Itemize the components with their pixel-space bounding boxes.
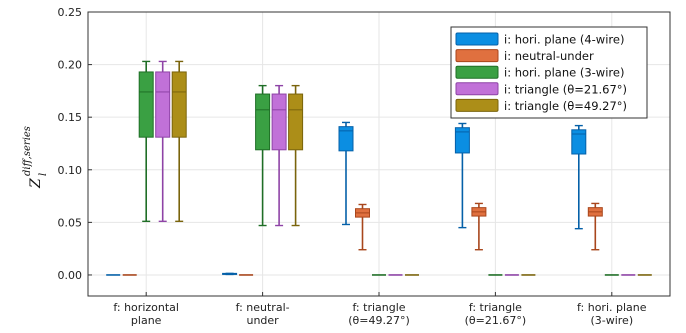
box-plot (571, 124, 587, 230)
box-iqr (171, 71, 187, 138)
y-tick-label: 0.20 (58, 59, 83, 72)
box-plot (271, 84, 287, 227)
box-plot (288, 84, 304, 227)
x-tick-label: (θ=21.67°) (465, 314, 527, 327)
x-tick-label: f: triangle (469, 301, 522, 314)
box-iqr (138, 71, 154, 138)
y-tick-label: 0.05 (58, 216, 83, 229)
box-plot (155, 60, 171, 223)
x-tick-label: plane (131, 314, 162, 327)
box-plot (222, 272, 238, 276)
x-tick-label: under (246, 314, 279, 327)
y-axis-label: Z diff,series l (22, 126, 49, 189)
legend-swatch (455, 49, 499, 63)
box-plot (338, 121, 354, 226)
box-plot (587, 202, 603, 251)
legend-label: i: hori. plane (4-wire) (504, 33, 624, 47)
x-tick-label: (θ=49.27°) (348, 314, 410, 327)
y-tick-label: 0.15 (58, 111, 83, 124)
y-axis-label-subscript: l (38, 173, 49, 176)
legend-label: i: hori. plane (3-wire) (504, 66, 624, 80)
legend-swatch (455, 82, 499, 96)
y-tick-label: 0.10 (58, 164, 83, 177)
x-tick-label: f: horizontal (113, 301, 179, 314)
legend-swatch (455, 65, 499, 79)
y-axis-ticks: 0.00 0.05 0.10 0.15 0.20 0.25 (58, 6, 92, 282)
box-plot (454, 122, 470, 229)
box-iqr (571, 129, 587, 155)
x-tick-label: f: neutral- (236, 301, 290, 314)
x-tick-label: f: hori. plane (577, 301, 647, 314)
legend: i: hori. plane (4-wire) i: neutral-under i… (450, 26, 648, 119)
box-plot (471, 202, 487, 251)
y-axis-label-main: Z (28, 178, 44, 189)
box-plot (255, 84, 271, 227)
legend-swatch (455, 98, 499, 112)
y-axis-label-superscript: diff,series (22, 126, 33, 176)
box-iqr (288, 93, 304, 151)
box-iqr (155, 71, 171, 138)
box-plot (171, 60, 187, 223)
box-iqr (255, 93, 271, 151)
box-plot (355, 203, 370, 251)
legend-label: i: triangle (θ=49.27°) (504, 99, 627, 113)
legend-swatch (455, 32, 499, 46)
y-tick-label: 0.25 (58, 6, 83, 19)
box-iqr (454, 127, 470, 154)
x-tick-label: f: triangle (352, 301, 405, 314)
y-tick-label: 0.00 (58, 269, 83, 282)
box-plots (106, 60, 652, 276)
legend-label: i: triangle (θ=21.67°) (504, 82, 627, 96)
legend-label: i: neutral-under (504, 49, 594, 63)
box-iqr (338, 126, 354, 152)
box-plot (138, 60, 154, 223)
x-tick-label: (3-wire) (590, 314, 633, 327)
box-iqr (271, 93, 287, 151)
